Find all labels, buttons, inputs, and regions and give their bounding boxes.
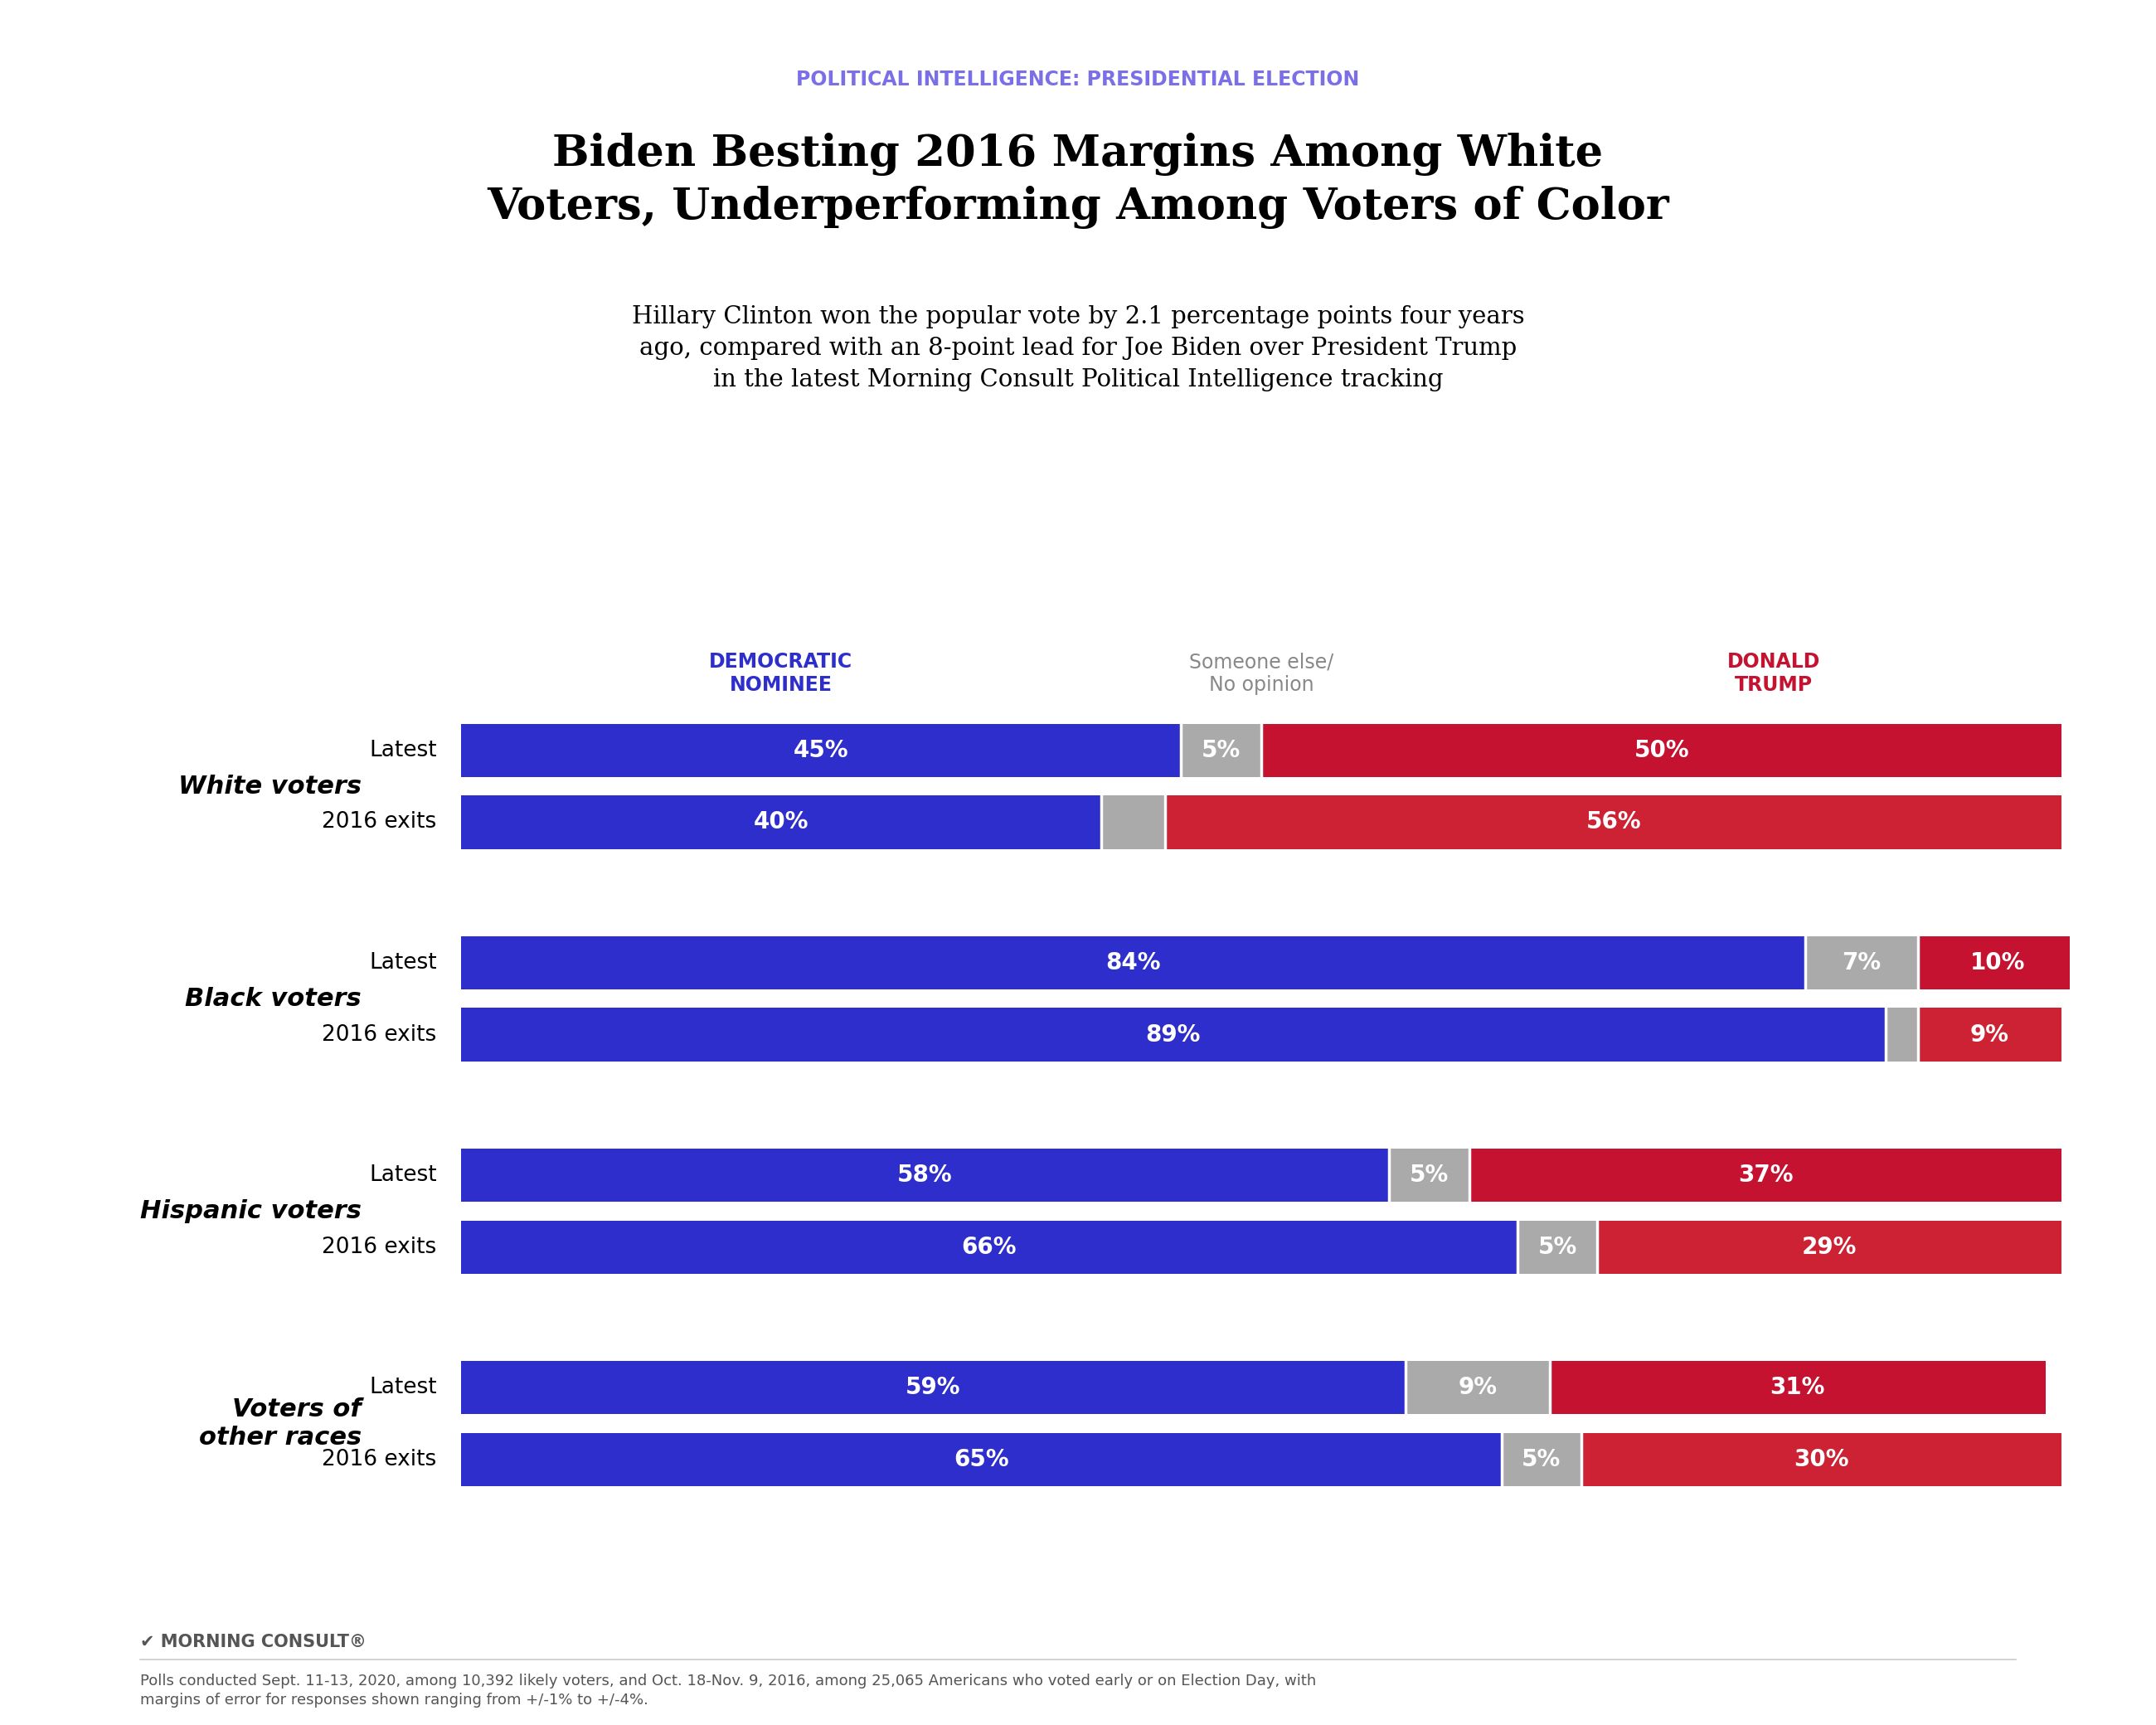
- Text: Hillary Clinton won the popular vote by 2.1 percentage points four years
ago, co: Hillary Clinton won the popular vote by …: [632, 305, 1524, 392]
- Text: 65%: 65%: [953, 1447, 1009, 1471]
- Text: 84%: 84%: [1106, 950, 1160, 975]
- Bar: [1917, 937, 2078, 990]
- Text: 45%: 45%: [793, 738, 849, 762]
- Text: 9%: 9%: [1457, 1377, 1496, 1399]
- Bar: [1470, 1149, 2061, 1202]
- Bar: [461, 795, 1102, 849]
- Bar: [1598, 1220, 2061, 1273]
- Bar: [1406, 1361, 1550, 1414]
- Bar: [461, 1220, 1518, 1273]
- Text: DEMOCRATIC
NOMINEE: DEMOCRATIC NOMINEE: [709, 652, 854, 695]
- Bar: [461, 1007, 1886, 1061]
- Text: 40%: 40%: [752, 811, 808, 833]
- Bar: [1388, 1149, 1470, 1202]
- Text: 2016 exits: 2016 exits: [321, 1449, 438, 1470]
- Text: 66%: 66%: [962, 1235, 1018, 1259]
- Text: White voters: White voters: [179, 775, 362, 799]
- Text: Latest: Latest: [369, 1164, 438, 1187]
- Text: Someone else/
No opinion: Someone else/ No opinion: [1188, 652, 1335, 695]
- Text: 5%: 5%: [1410, 1164, 1449, 1187]
- Text: 5%: 5%: [1537, 1235, 1576, 1259]
- Text: 37%: 37%: [1738, 1164, 1794, 1187]
- Text: Latest: Latest: [369, 952, 438, 973]
- Bar: [1805, 937, 1917, 990]
- Text: Hispanic voters: Hispanic voters: [140, 1199, 362, 1223]
- Text: 30%: 30%: [1794, 1447, 1850, 1471]
- Bar: [461, 1361, 1406, 1414]
- Bar: [461, 1149, 1388, 1202]
- Bar: [1181, 723, 1261, 776]
- Text: 29%: 29%: [1802, 1235, 1856, 1259]
- Text: 5%: 5%: [1201, 738, 1242, 762]
- Text: ✔ MORNING CONSULT®: ✔ MORNING CONSULT®: [140, 1634, 367, 1651]
- Text: Biden Besting 2016 Margins Among White
Voters, Underperforming Among Voters of C: Biden Besting 2016 Margins Among White V…: [487, 133, 1669, 229]
- Text: Latest: Latest: [369, 1377, 438, 1399]
- Text: 89%: 89%: [1145, 1023, 1201, 1047]
- Bar: [1886, 1007, 1917, 1061]
- Text: Polls conducted Sept. 11-13, 2020, among 10,392 likely voters, and Oct. 18-Nov. : Polls conducted Sept. 11-13, 2020, among…: [140, 1673, 1315, 1708]
- Bar: [461, 1433, 1501, 1487]
- Text: Voters of
other races: Voters of other races: [198, 1397, 362, 1449]
- Text: 58%: 58%: [897, 1164, 953, 1187]
- Text: 10%: 10%: [1971, 950, 2024, 975]
- Text: 31%: 31%: [1770, 1377, 1826, 1399]
- Bar: [1261, 723, 2061, 776]
- Text: 56%: 56%: [1587, 811, 1641, 833]
- Text: 7%: 7%: [1841, 950, 1882, 975]
- Bar: [461, 723, 1181, 776]
- Text: 59%: 59%: [906, 1377, 962, 1399]
- Bar: [1917, 1007, 2061, 1061]
- Text: POLITICAL INTELLIGENCE: PRESIDENTIAL ELECTION: POLITICAL INTELLIGENCE: PRESIDENTIAL ELE…: [796, 69, 1360, 90]
- Text: 5%: 5%: [1522, 1447, 1561, 1471]
- Bar: [1550, 1361, 2046, 1414]
- Text: 2016 exits: 2016 exits: [321, 1025, 438, 1045]
- Text: Latest: Latest: [369, 740, 438, 761]
- Text: 9%: 9%: [1971, 1023, 2009, 1047]
- Bar: [1501, 1433, 1583, 1487]
- Text: 2016 exits: 2016 exits: [321, 1237, 438, 1258]
- Text: DONALD
TRUMP: DONALD TRUMP: [1727, 652, 1820, 695]
- Bar: [1164, 795, 2061, 849]
- Text: 2016 exits: 2016 exits: [321, 811, 438, 833]
- Bar: [461, 937, 1805, 990]
- Text: 50%: 50%: [1634, 738, 1688, 762]
- Bar: [1102, 795, 1164, 849]
- Bar: [1518, 1220, 1598, 1273]
- Text: Black voters: Black voters: [185, 987, 362, 1011]
- Bar: [1583, 1433, 2061, 1487]
